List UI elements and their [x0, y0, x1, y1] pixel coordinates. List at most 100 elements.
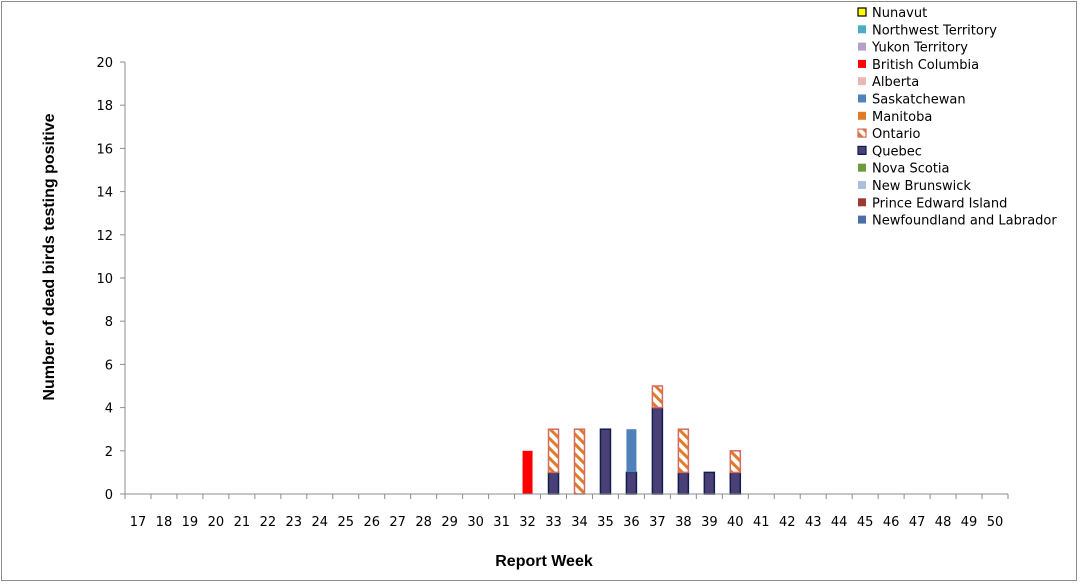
- legend-label: British Columbia: [872, 58, 979, 73]
- x-tick-label: 38: [675, 515, 692, 530]
- x-tick-label: 32: [519, 515, 536, 530]
- legend-label: Alberta: [872, 75, 919, 90]
- legend-item: Nunavut: [857, 6, 927, 21]
- x-tick-label: 17: [130, 515, 147, 530]
- legend-item: Nova Scotia: [858, 162, 950, 177]
- y-tick-label: 20: [96, 56, 113, 71]
- legend-swatch: [858, 25, 866, 34]
- legend-item: Alberta: [858, 75, 919, 90]
- x-tick-label: 28: [415, 515, 432, 530]
- x-tick-label: 23: [286, 515, 303, 530]
- x-tick-label: 34: [571, 515, 588, 530]
- bar-quebec-week-35: [599, 428, 612, 495]
- legend-label: Newfoundland and Labrador: [872, 214, 1057, 229]
- x-tick-label: 41: [753, 515, 770, 530]
- x-tick-label: 44: [831, 515, 848, 530]
- legend-item: Ontario: [857, 127, 920, 142]
- x-tick-label: 39: [701, 515, 718, 530]
- legend-swatch: [858, 59, 866, 68]
- x-tick-label: 35: [597, 515, 614, 530]
- legend-item: Manitoba: [858, 110, 932, 125]
- legend-label: Prince Edward Island: [872, 196, 1007, 211]
- legend: Nunavut Northwest Territory Yukon Territor…: [857, 6, 1057, 229]
- legend-item: New Brunswick: [858, 179, 971, 194]
- legend-swatch: [858, 215, 866, 224]
- y-tick-label: 8: [105, 315, 113, 330]
- x-tick-label: 27: [389, 515, 406, 530]
- legend-label: Ontario: [872, 127, 920, 142]
- x-tick-label: 36: [623, 515, 640, 530]
- y-tick-label: 2: [105, 445, 113, 460]
- legend-item: Quebec: [857, 144, 922, 159]
- x-tick-label: 31: [493, 515, 510, 530]
- bar-quebec-week-33: [547, 471, 560, 495]
- legend-item: Yukon Territory: [858, 41, 968, 56]
- legend-swatch: [858, 181, 866, 189]
- bar-ontario-week-37: [651, 385, 664, 409]
- legend-swatch: [858, 163, 866, 172]
- y-tick-label: 12: [96, 229, 113, 244]
- legend-swatch: [858, 77, 866, 86]
- bar-quebec-week-40: [729, 471, 742, 495]
- legend-label: Quebec: [872, 144, 922, 159]
- legend-swatch: [858, 111, 866, 120]
- bar-ontario-week-34: [573, 428, 586, 495]
- x-tick-label: 42: [779, 515, 796, 530]
- y-tick-label: 10: [96, 272, 113, 287]
- legend-label: Saskatchewan: [872, 93, 966, 108]
- y-tick-label: 16: [96, 142, 113, 157]
- y-tick-label: 0: [105, 488, 113, 503]
- x-tick-label: 20: [208, 515, 225, 530]
- legend-item: Newfoundland and Labrador: [858, 214, 1057, 229]
- bars: [522, 385, 742, 495]
- legend-item: British Columbia: [858, 58, 979, 73]
- y-tick-label: 6: [105, 358, 113, 373]
- legend-label: Manitoba: [872, 110, 932, 125]
- x-tick-label: 24: [312, 515, 329, 530]
- y-tick-label: 4: [105, 402, 113, 417]
- x-tick-label: 22: [260, 515, 277, 530]
- x-tick-label: 19: [182, 515, 199, 530]
- bar-quebec-week-38: [677, 471, 690, 495]
- bar-quebec-week-39: [703, 471, 716, 495]
- legend-swatch: [858, 94, 866, 103]
- legend-item: Saskatchewan: [858, 93, 966, 108]
- legend-label: Nunavut: [872, 6, 927, 21]
- y-axis-title: Number of dead birds testing positive: [41, 113, 58, 400]
- legend-item: Prince Edward Island: [858, 196, 1007, 211]
- x-axis-title: Report Week: [495, 553, 593, 570]
- bar-quebec-week-36: [625, 471, 638, 495]
- bar-saskatchewan-week-36: [626, 429, 637, 473]
- x-tick-label: 45: [857, 515, 874, 530]
- bar-ontario-week-38: [677, 428, 690, 474]
- legend-swatch: [858, 198, 866, 207]
- legend-label: Northwest Territory: [872, 23, 997, 38]
- y-tick-label: 18: [96, 99, 113, 114]
- x-tick-label: 49: [961, 515, 978, 530]
- legend-swatch: [857, 128, 867, 138]
- legend-label: Yukon Territory: [871, 41, 968, 56]
- x-tick-label: 43: [805, 515, 822, 530]
- x-tick-label: 37: [649, 515, 666, 530]
- x-tick-label: 30: [467, 515, 484, 530]
- x-tick-label: 50: [987, 515, 1004, 530]
- x-tick-label: 21: [234, 515, 251, 530]
- legend-swatch: [857, 7, 867, 17]
- bar-ontario-week-33: [547, 428, 560, 474]
- x-tick-label: 18: [156, 515, 173, 530]
- legend-swatch: [857, 145, 867, 155]
- x-tick-label: 48: [935, 515, 952, 530]
- bar-quebec-week-37: [651, 406, 664, 495]
- x-tick-label: 47: [909, 515, 926, 530]
- x-tick-label: 33: [545, 515, 562, 530]
- x-tick-label: 46: [883, 515, 900, 530]
- x-tick-label: 26: [363, 515, 380, 530]
- legend-swatch: [858, 42, 866, 51]
- x-tick-label: 40: [727, 515, 744, 530]
- y-tick-label: 14: [96, 186, 113, 201]
- x-tick-label: 29: [441, 515, 458, 530]
- legend-label: Nova Scotia: [872, 162, 950, 177]
